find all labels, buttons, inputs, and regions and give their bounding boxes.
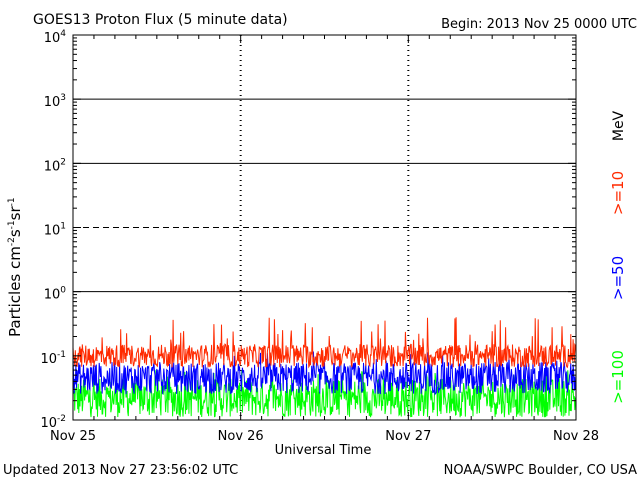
y-tick-label: 103 [44, 93, 66, 110]
x-axis-label: Universal Time [275, 443, 372, 458]
updated-time: Updated 2013 Nov 27 23:56:02 UTC [3, 463, 238, 478]
y-tick-label: 10-2 [40, 414, 66, 431]
series-line-100 [72, 370, 577, 418]
y-tick-label: 100 [44, 286, 67, 303]
series-line-10 [72, 317, 577, 369]
x-tick-label: Nov 27 [385, 429, 431, 444]
credit: NOAA/SWPC Boulder, CO USA [444, 463, 637, 478]
y-tick-label: 10-1 [40, 350, 66, 367]
x-tick-label: Nov 26 [218, 429, 264, 444]
legend-unit: MeV [611, 110, 627, 141]
legend-entry: >=100 [609, 350, 627, 404]
y-tick-label: 104 [44, 29, 67, 46]
legend: MeV >=10 >=50 >=100 [609, 110, 627, 403]
series-layer [72, 317, 577, 418]
y-axis-label: Particles cm-2s-1sr-1 [6, 197, 24, 337]
legend-entry: >=10 [609, 171, 627, 215]
y-tick-label: 101 [44, 222, 66, 239]
x-tick-label: Nov 28 [553, 429, 599, 444]
chart-title: GOES13 Proton Flux (5 minute data) [33, 12, 288, 28]
y-tick-label: 102 [44, 157, 66, 174]
begin-time: Begin: 2013 Nov 25 0000 UTC [441, 17, 637, 32]
legend-entry: >=50 [609, 256, 627, 300]
x-tick-label: Nov 25 [50, 429, 96, 444]
